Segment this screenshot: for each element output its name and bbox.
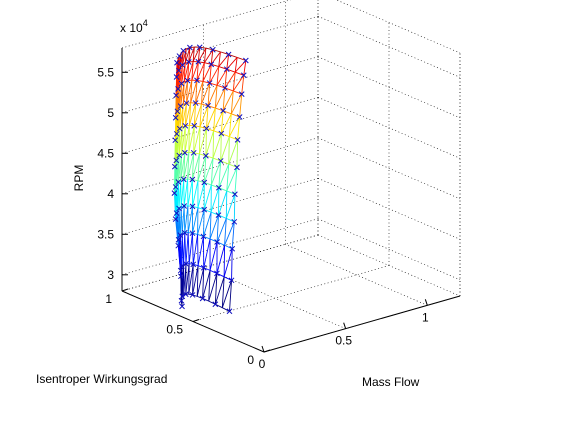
mesh-segment [185,233,186,264]
y-grid-floor [193,266,389,322]
mesh-segment [193,234,197,264]
z-tick-label: 5.5 [97,65,114,79]
mesh-segment [204,185,211,210]
mesh-segment [193,181,198,207]
surface-mesh [174,47,245,311]
mesh-segment [194,126,195,153]
z-tick-label: 4.5 [97,146,114,160]
y-tick-label: 0 [247,353,254,367]
axis-layer [122,48,460,352]
mesh-segment [217,245,225,273]
mesh-segment [221,134,222,161]
mesh-segment [189,233,192,264]
y-axis-label: Isentroper Wirkungsgrad [36,372,167,386]
mesh-segment [188,180,192,206]
mesh-segment [206,129,207,156]
mesh-segment [198,234,199,265]
mesh-segment [186,233,188,264]
z-tick-label: 3 [107,268,114,282]
mesh-segment [237,140,238,168]
mesh-segment [188,233,189,264]
mesh-segment [206,131,214,156]
mesh-segment [204,239,210,268]
x-tick-label: 0.5 [335,334,352,348]
mesh-segment [229,140,238,164]
mesh-segment [184,206,185,233]
mesh-segment [211,188,219,212]
mesh-segment [192,233,193,264]
x-tick-mark [344,323,346,329]
grid-layer [122,0,460,352]
z-tick-label: 4 [107,187,114,201]
x-tick-label: 0 [259,357,266,371]
y-tick-mark [193,320,199,322]
z-axis-exponent: x 104 [120,18,148,35]
x-axis-label: Mass Flow [362,375,420,389]
mesh-segment [199,127,200,154]
y-tick-label: 0.5 [166,323,183,337]
mesh-segment [192,208,198,234]
z-grid-side [318,138,460,199]
x-grid-floor [285,244,427,305]
box-edge [318,0,460,53]
mesh-segment [184,179,187,206]
mesh-segment [226,194,235,218]
mesh-segment [188,206,192,232]
mesh-segment [224,249,232,277]
mesh-segment [198,183,204,208]
z-axis-label: RPM [72,165,86,192]
mesh-segment [234,194,235,222]
z-grid-back [122,97,318,153]
z-tick-label: 5 [107,106,114,120]
mesh-segment [218,191,226,215]
mesh-segment [185,206,188,233]
mesh-segment [232,249,233,281]
z-tick-label: 3.5 [97,227,114,241]
mesh-segment [213,134,221,159]
mesh-segment [221,137,230,161]
z-grid-back [122,16,318,72]
z-grid-side [318,219,460,280]
mesh-segment [210,242,217,270]
z-grid-side [318,16,460,77]
y-tick-label: 1 [105,292,112,306]
mesh-segment [229,137,230,164]
mesh-segment [194,127,200,153]
y-tick-mark [122,289,128,291]
x-tick-label: 1 [422,310,429,324]
mesh-segment [199,129,206,154]
x-tick-mark [425,299,427,305]
mesh-segment [226,191,227,218]
box-edge [122,0,318,48]
mesh-segment [198,236,203,265]
x-axis-line [264,296,460,352]
mesh-segment [213,131,214,158]
z-grid-back [122,219,318,275]
tick-labels: 0 0.5 1 0 0.5 1 3 3.5 4 4.5 5 5.5 [97,65,429,371]
